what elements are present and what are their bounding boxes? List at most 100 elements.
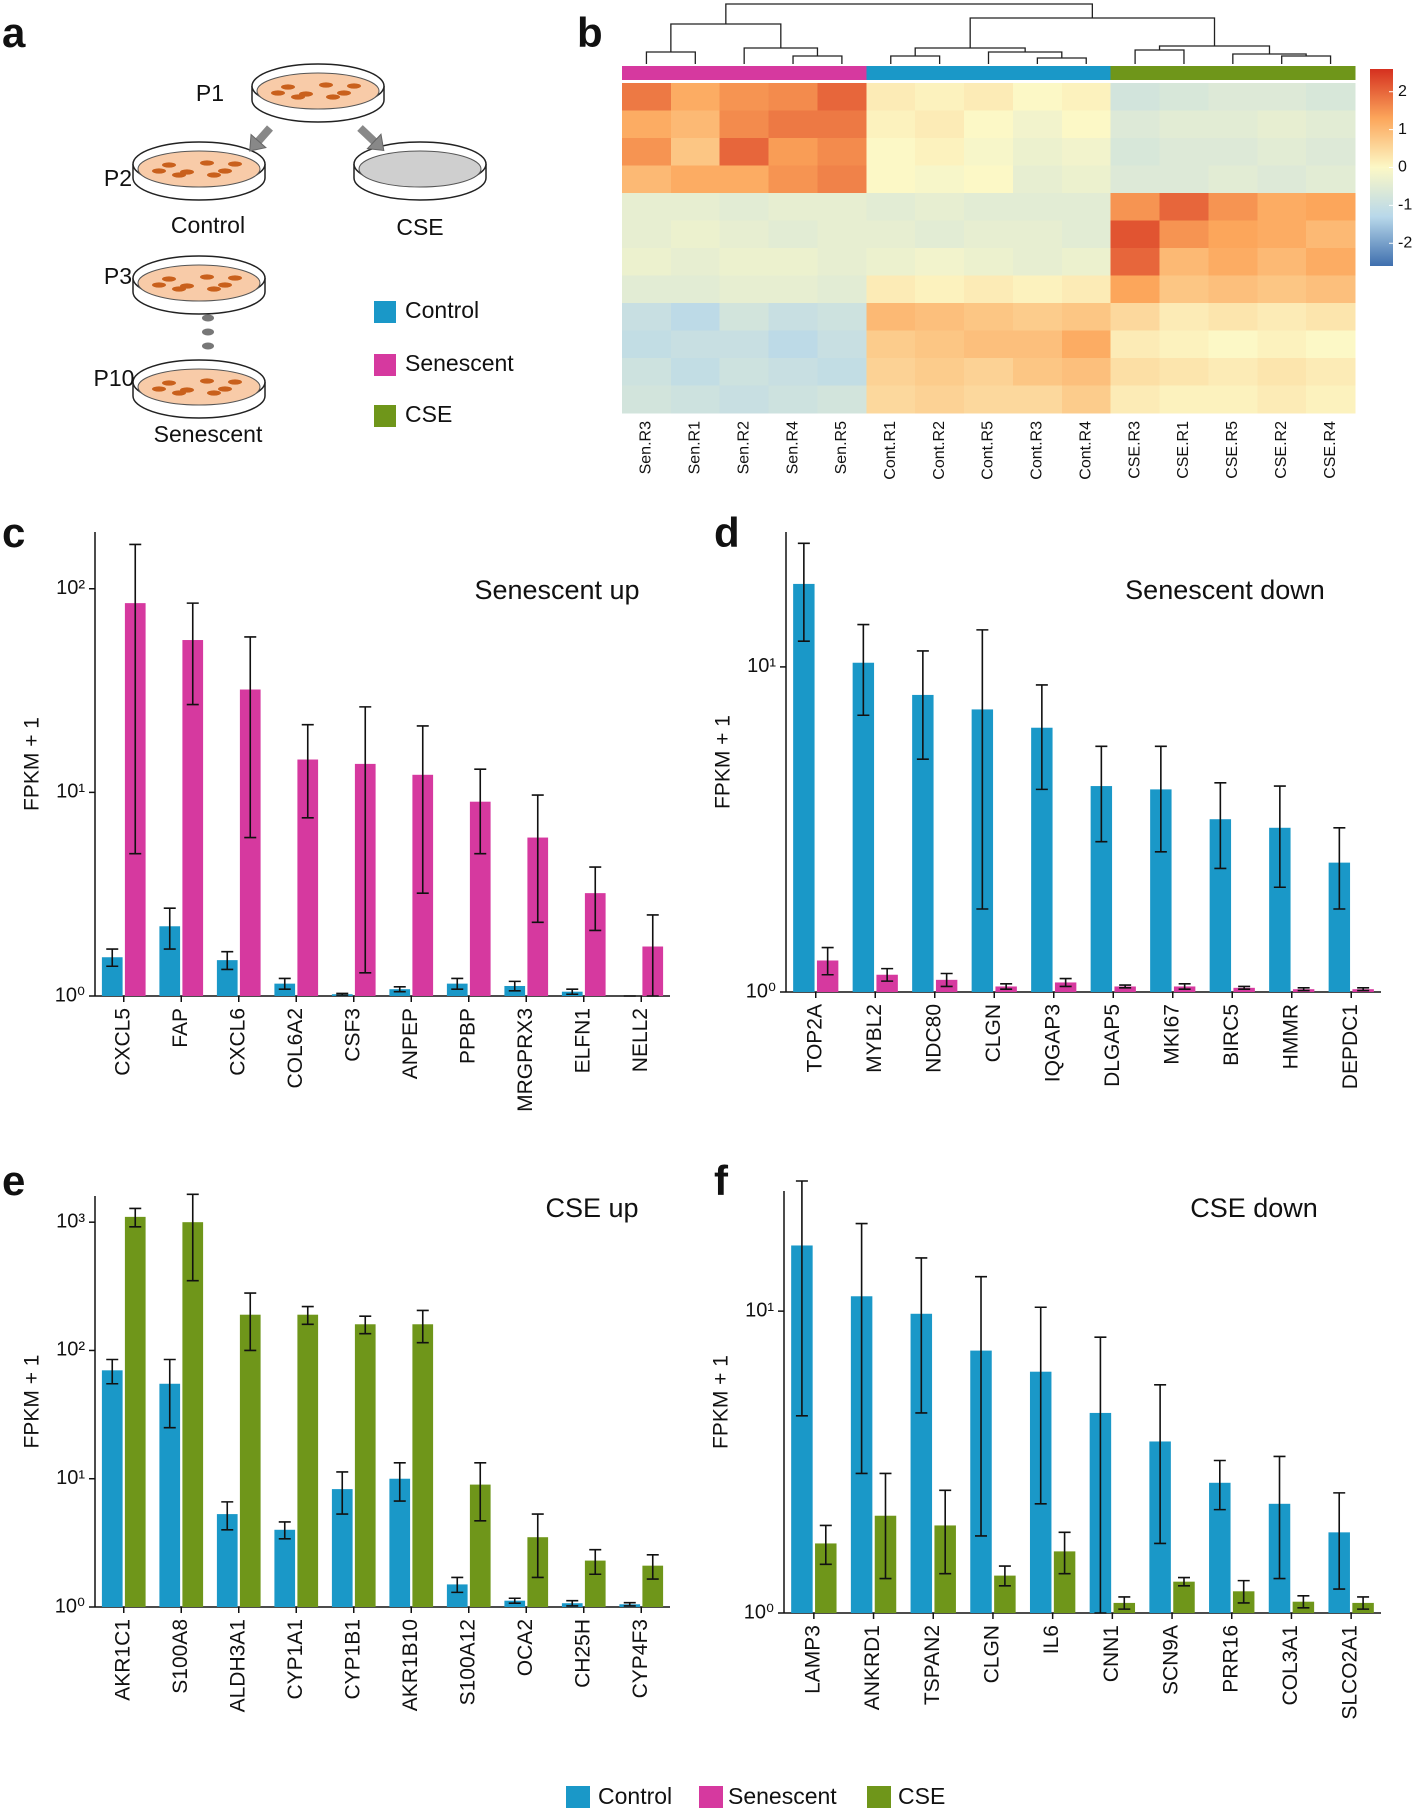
error-bar: [879, 1472, 892, 1580]
x-tick-label: COL6A2: [284, 1008, 307, 1089]
error-bar: [106, 948, 119, 968]
error-bar: [451, 1576, 464, 1594]
heatmap-cell: [622, 83, 672, 112]
heatmap-cell: [1061, 358, 1112, 387]
error-bar: [1178, 982, 1191, 991]
x-tick-label: CYP1A1: [284, 1619, 307, 1700]
y-axis-label: FPKM + 1: [710, 1355, 733, 1449]
heatmap-cell: [1257, 330, 1307, 359]
heatmap-cell: [915, 110, 965, 139]
heatmap-cell: [670, 303, 721, 332]
heatmap-cell: [915, 275, 965, 304]
heatmap-cell: [1012, 83, 1063, 112]
bar: [642, 1565, 664, 1607]
heatmap-cell: [1110, 358, 1161, 387]
heatmap-cell: [915, 330, 965, 359]
x-tick-label: NDC80: [922, 1004, 945, 1073]
heatmap-cell: [817, 248, 867, 277]
x-tick-label: CNN1: [1100, 1625, 1123, 1682]
heatmap-cell: [1012, 303, 1063, 332]
dish-medium: [137, 264, 261, 302]
heatmap-cell: [817, 220, 867, 249]
dendrogram-branch: [890, 55, 941, 64]
error-bar: [508, 1597, 521, 1605]
heatmap-cell: [670, 220, 721, 249]
heatmap-cell: [1159, 220, 1209, 249]
dish-medium: [137, 150, 261, 188]
error-bar: [1118, 1596, 1131, 1610]
legend-label: Senescent: [405, 350, 514, 376]
passage-label: P10: [94, 365, 135, 391]
heatmap-cell: [622, 248, 672, 277]
condition-label: Senescent: [154, 421, 263, 447]
error-bar: [416, 1309, 429, 1344]
heatmap-cell: [622, 303, 672, 332]
heatmap-cell: [817, 275, 867, 304]
bar: [1269, 827, 1291, 992]
bar: [1209, 1482, 1231, 1613]
heatmap-cell: [817, 83, 867, 112]
heatmap-cell: [866, 385, 916, 414]
cell: [152, 168, 166, 174]
x-tick-label: PPBP: [456, 1008, 479, 1064]
heatmap-cell: [1257, 385, 1307, 414]
error-bar: [244, 636, 257, 839]
error-bar: [1059, 977, 1072, 988]
heatmap-cell: [1159, 358, 1209, 387]
bar: [1150, 789, 1172, 992]
group-bar: [719, 66, 770, 80]
heatmap-cell: [1110, 165, 1161, 194]
error-bar: [1237, 1579, 1250, 1604]
error-bar: [301, 723, 314, 819]
error-bar: [1213, 1459, 1226, 1511]
error-bar: [589, 866, 602, 932]
y-tick-label: 10¹: [56, 781, 85, 803]
heatmap-cell: [1012, 385, 1063, 414]
heatmap-cell: [915, 220, 965, 249]
x-tick-label: S100A8: [169, 1619, 192, 1694]
heatmap-cell: [1110, 275, 1161, 304]
y-tick-label: 10²: [56, 1339, 85, 1361]
bar: [354, 1324, 376, 1607]
error-bar: [1154, 745, 1167, 853]
column-label: Cont.R4: [1077, 421, 1094, 480]
x-tick-label: COL3A1: [1279, 1625, 1302, 1706]
error-bar: [336, 992, 349, 996]
x-tick-label: CSF3: [341, 1008, 364, 1062]
error-bar: [1058, 1531, 1071, 1575]
heatmap-cell: [1306, 330, 1356, 359]
group-bar: [915, 66, 965, 80]
heatmap-cell: [670, 165, 721, 194]
bar: [584, 893, 606, 996]
error-bar: [819, 1524, 832, 1566]
heatmap-cell: [1257, 220, 1307, 249]
heatmap-cell: [1306, 138, 1356, 167]
error-bar: [1357, 1596, 1370, 1610]
heatmap-cell: [866, 220, 916, 249]
error-bar: [1297, 1595, 1310, 1609]
error-bar: [623, 1601, 636, 1607]
panel-label: c: [2, 509, 25, 556]
cell: [218, 386, 232, 392]
dendrogram-branch: [1281, 55, 1332, 64]
x-tick-label: TOP2A: [803, 1004, 826, 1072]
heatmap-cell: [719, 110, 770, 139]
y-tick-label: 10⁰: [55, 984, 85, 1006]
heatmap-cell: [670, 110, 721, 139]
bar: [852, 662, 875, 992]
heatmap-cell: [719, 83, 770, 112]
heatmap-cell: [622, 385, 672, 414]
error-bar: [646, 1554, 659, 1580]
group-bar: [866, 66, 916, 80]
panel-label: f: [714, 1157, 729, 1204]
legend-label: Control: [598, 1783, 672, 1809]
heatmap-cell: [915, 83, 965, 112]
y-tick-label: 10¹: [56, 1467, 85, 1489]
heatmap-cell: [866, 248, 916, 277]
heatmap-cell: [719, 358, 770, 387]
heatmap-cell: [1012, 193, 1063, 222]
cell: [200, 160, 214, 166]
x-tick-label: CH25H: [571, 1619, 594, 1688]
heatmap-cell: [768, 358, 819, 387]
